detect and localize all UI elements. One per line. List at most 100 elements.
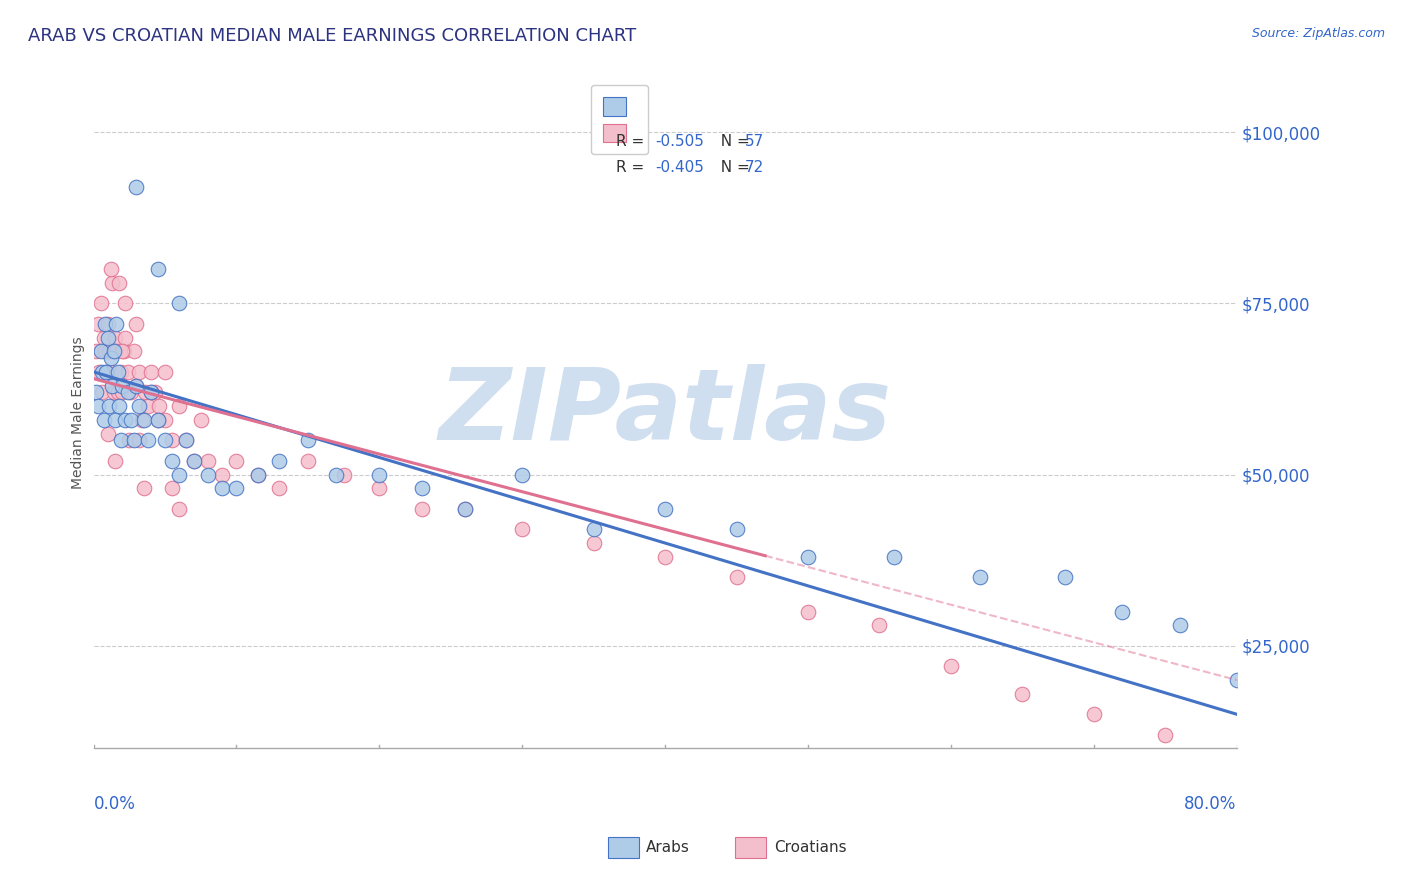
Point [139,385,162,400]
Point [86,385,108,400]
Point [139,385,162,400]
Point [725,522,748,536]
Point [110,365,132,379]
Point [111,344,134,359]
Point [183,454,205,468]
Point [197,467,219,482]
Text: ARAB VS CROATIAN MEDIAN MALE EARNINGS CORRELATION CHART: ARAB VS CROATIAN MEDIAN MALE EARNINGS CO… [28,27,637,45]
Point [136,434,159,448]
Legend: , : , [591,85,648,154]
Point [101,276,124,290]
Point [1054,570,1077,584]
Point [93,413,115,427]
Point [411,501,433,516]
Point [90,344,112,359]
Point [139,365,162,379]
Point [183,454,205,468]
Point [297,434,319,448]
Point [132,481,155,495]
Point [160,434,183,448]
Point [120,385,142,400]
Point [368,467,391,482]
Point [176,434,198,448]
Text: R =: R = [616,134,648,149]
Point [797,605,820,619]
Point [108,276,131,290]
Point [98,344,121,359]
Point [332,467,354,482]
Point [246,467,269,482]
Point [104,413,127,427]
Point [225,454,247,468]
Text: Arabs: Arabs [645,840,690,855]
Point [94,344,117,359]
Point [939,659,962,673]
Point [114,413,136,427]
Point [146,413,169,427]
Point [169,501,191,516]
Point [118,434,141,448]
Point [110,434,132,448]
Point [153,413,176,427]
Point [169,296,191,310]
Point [969,570,991,584]
Point [105,317,128,331]
Text: 0.0%: 0.0% [94,796,135,814]
Point [117,385,139,400]
Text: 80.0%: 80.0% [1184,796,1237,814]
Point [169,467,191,482]
Point [100,262,122,277]
Point [125,378,148,392]
Text: R =: R = [616,160,648,175]
Point [100,351,122,366]
Point [510,467,533,482]
Point [125,180,148,194]
Text: -0.505: -0.505 [655,134,704,149]
Point [122,434,145,448]
Point [94,317,117,331]
Point [103,344,125,359]
Text: ZIPatlas: ZIPatlas [439,365,891,461]
Point [146,262,169,277]
Point [120,413,142,427]
Point [143,385,166,400]
Point [114,296,136,310]
Text: -0.405: -0.405 [655,160,704,175]
Point [98,399,121,413]
Point [89,365,111,379]
Point [97,317,120,331]
Point [86,344,108,359]
Point [368,481,391,495]
Point [103,385,125,400]
Point [411,481,433,495]
Point [96,365,118,379]
Point [111,385,134,400]
Text: Source: ZipAtlas.com: Source: ZipAtlas.com [1251,27,1385,40]
Point [269,454,291,468]
Text: N =: N = [711,160,755,175]
Point [582,522,605,536]
Point [146,413,169,427]
Point [269,481,291,495]
Point [1111,605,1133,619]
Point [132,413,155,427]
Point [297,454,319,468]
Point [1154,728,1177,742]
Point [112,344,135,359]
Text: 72: 72 [745,160,765,175]
Point [90,296,112,310]
Point [582,536,605,550]
Point [883,549,905,564]
Point [169,399,191,413]
Point [96,365,118,379]
Point [160,454,183,468]
Point [114,331,136,345]
Text: 57: 57 [745,134,765,149]
Text: N =: N = [711,134,755,149]
Point [325,467,347,482]
Point [117,365,139,379]
Point [128,365,150,379]
Point [246,467,269,482]
Point [190,413,212,427]
Text: Croatians: Croatians [773,840,846,855]
